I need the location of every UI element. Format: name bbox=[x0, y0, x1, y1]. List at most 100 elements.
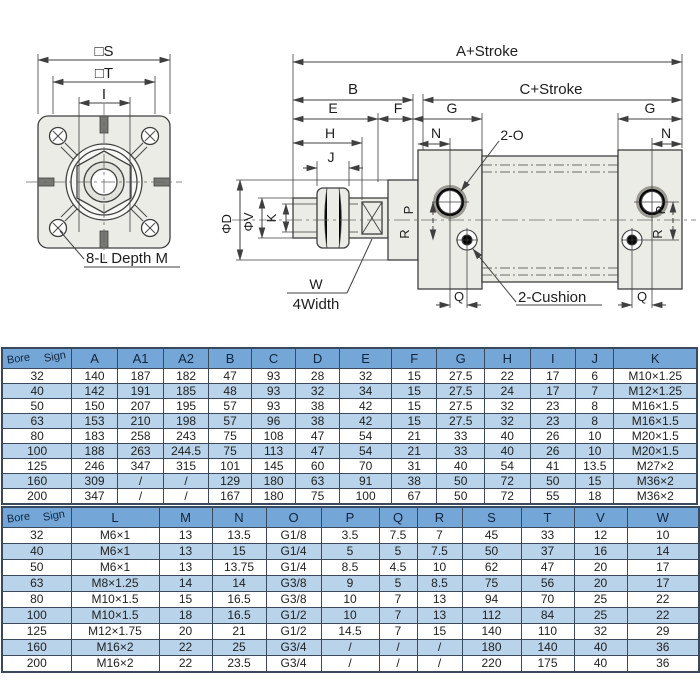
value-cell: 309 bbox=[71, 473, 118, 489]
dim-label-e: E bbox=[328, 100, 337, 116]
value-cell: 50 bbox=[529, 473, 577, 489]
value-cell: 47 bbox=[207, 368, 253, 384]
value-cell: G1/2 bbox=[265, 607, 322, 624]
column-header: D bbox=[294, 347, 341, 369]
bore-cell: 32 bbox=[1, 368, 73, 384]
value-cell: 40 bbox=[573, 639, 628, 656]
dim-label-a-stroke: A+Stroke bbox=[456, 43, 518, 60]
bore-cell: 50 bbox=[1, 398, 73, 414]
value-cell: 244.5 bbox=[163, 443, 209, 459]
column-header: E bbox=[339, 347, 392, 369]
corner-cell: Sign Bore bbox=[1, 347, 73, 369]
value-cell: 13.5 bbox=[575, 458, 615, 474]
value-cell: 10 bbox=[416, 559, 463, 576]
value-cell: 48 bbox=[207, 383, 253, 399]
value-cell: 70 bbox=[520, 591, 575, 608]
value-cell: 70 bbox=[339, 458, 392, 474]
value-cell: M16×1.5 bbox=[613, 398, 698, 414]
value-cell: 93 bbox=[251, 383, 296, 399]
bore-cell: 125 bbox=[1, 458, 73, 474]
value-cell: 5 bbox=[378, 543, 418, 560]
wrench-flats bbox=[361, 201, 383, 235]
cushion-label: 2-Cushion bbox=[518, 289, 586, 306]
dim-label-f: F bbox=[394, 100, 403, 116]
value-cell: 175 bbox=[520, 655, 575, 673]
value-cell: 42 bbox=[339, 413, 392, 429]
value-cell: 21 bbox=[211, 623, 267, 640]
value-cell: 40 bbox=[436, 458, 485, 474]
column-header: K bbox=[613, 347, 698, 369]
column-header: W bbox=[626, 506, 700, 528]
value-cell: 17 bbox=[626, 559, 700, 576]
value-cell: / bbox=[116, 473, 165, 489]
table-row: 200 M16×2 22 23.5 G3/4///220 175 40 36 bbox=[1, 655, 700, 673]
value-cell: 15 bbox=[211, 543, 267, 560]
column-header: A1 bbox=[116, 347, 165, 369]
value-cell: 55 bbox=[529, 488, 577, 505]
value-cell: 142 bbox=[71, 383, 118, 399]
front-dimension-lines bbox=[37, 56, 180, 268]
value-cell: 67 bbox=[390, 488, 438, 505]
corner-cell: Sign Bore bbox=[1, 506, 72, 528]
value-cell: 13.5 bbox=[211, 527, 267, 544]
dim-label-q-left: Q bbox=[454, 289, 464, 304]
value-cell: M27×2 bbox=[613, 458, 698, 474]
value-cell: / bbox=[320, 639, 380, 656]
value-cell: 84 bbox=[520, 607, 575, 624]
value-cell: 38 bbox=[390, 473, 438, 489]
value-cell: 26 bbox=[529, 428, 577, 444]
rod-nut bbox=[316, 187, 350, 249]
value-cell: G1/4 bbox=[265, 543, 322, 560]
value-cell: M6×1 bbox=[70, 543, 160, 560]
value-cell: 7 bbox=[378, 591, 418, 608]
value-cell: 183 bbox=[71, 428, 118, 444]
value-cell: M16×1.5 bbox=[613, 413, 698, 429]
value-cell: 191 bbox=[116, 383, 165, 399]
value-cell: 14 bbox=[211, 575, 267, 592]
value-cell: 32 bbox=[573, 623, 628, 640]
dim-label-w: W bbox=[309, 276, 323, 292]
value-cell: 15 bbox=[575, 473, 615, 489]
side-view-outline bbox=[236, 149, 683, 290]
value-cell: 167 bbox=[207, 488, 253, 505]
dim-label-b: B bbox=[348, 81, 358, 98]
value-cell: 91 bbox=[339, 473, 392, 489]
bore-cell: 160 bbox=[1, 639, 72, 656]
table-row: 50 M6×1 13 13.75 G1/4 8.5 4.5 10 62 47 20 17 bbox=[1, 559, 700, 576]
value-cell: 140 bbox=[71, 368, 118, 384]
value-cell: M36×2 bbox=[613, 473, 698, 489]
value-cell: 210 bbox=[116, 413, 165, 429]
bore-cell: 80 bbox=[1, 591, 72, 608]
value-cell: 96 bbox=[251, 413, 296, 429]
value-cell: 47 bbox=[294, 443, 341, 459]
value-cell: 42 bbox=[339, 398, 392, 414]
value-cell: 75 bbox=[294, 488, 341, 505]
value-cell: 10 bbox=[575, 428, 615, 444]
dim-label-h: H bbox=[325, 125, 335, 141]
value-cell: G3/4 bbox=[265, 655, 322, 673]
value-cell: 17 bbox=[626, 575, 700, 592]
value-cell: 21 bbox=[390, 443, 438, 459]
value-cell: 243 bbox=[163, 428, 209, 444]
value-cell: 75 bbox=[207, 428, 253, 444]
column-header: R bbox=[416, 506, 463, 528]
table-row: 63 153 210 198 57 96 38 42 15 27.5 32 23 8 M16×1.5 bbox=[1, 413, 698, 429]
value-cell: 54 bbox=[484, 458, 531, 474]
value-cell: 32 bbox=[484, 398, 531, 414]
value-cell: 101 bbox=[207, 458, 253, 474]
value-cell: 15 bbox=[390, 413, 438, 429]
value-cell: 33 bbox=[520, 527, 575, 544]
value-cell: 315 bbox=[163, 458, 209, 474]
value-cell: 14 bbox=[158, 575, 213, 592]
value-cell: 13 bbox=[158, 543, 213, 560]
value-cell: 15 bbox=[416, 623, 463, 640]
value-cell: 75 bbox=[207, 443, 253, 459]
value-cell: 57 bbox=[207, 398, 253, 414]
value-cell: M12×1.75 bbox=[70, 623, 160, 640]
value-cell: G3/4 bbox=[265, 639, 322, 656]
value-cell: 33 bbox=[436, 443, 485, 459]
dim-label-phi-v: ΦV bbox=[241, 212, 256, 231]
column-header: B bbox=[207, 347, 253, 369]
value-cell: 25 bbox=[573, 607, 628, 624]
value-cell: M6×1 bbox=[70, 527, 160, 544]
